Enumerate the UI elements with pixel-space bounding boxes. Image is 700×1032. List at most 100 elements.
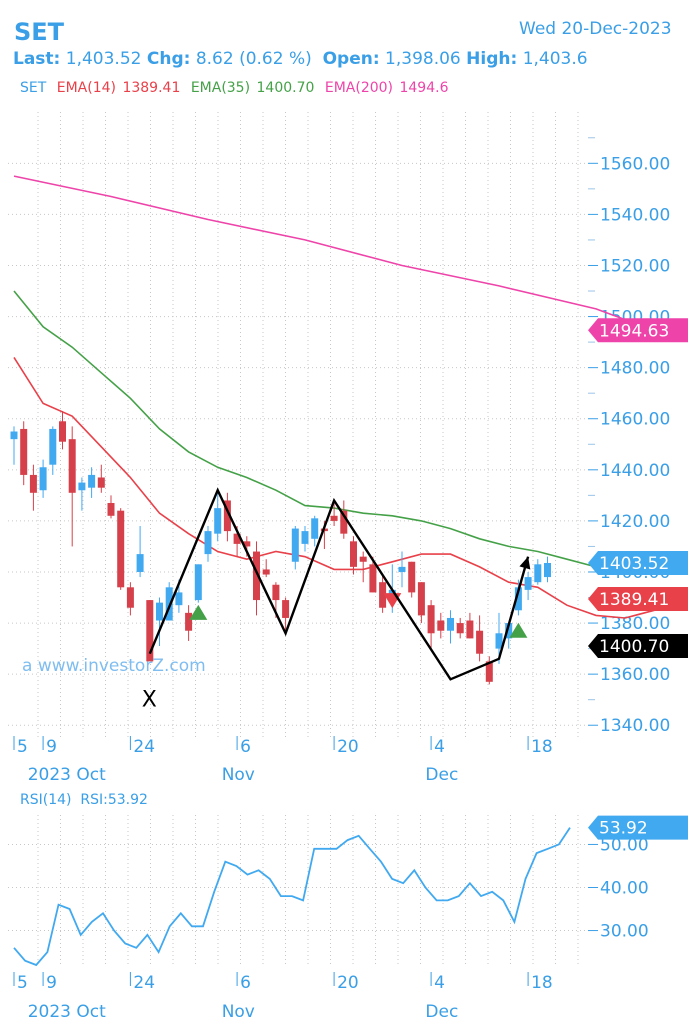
candle-body (534, 564, 542, 583)
rsi-legend: RSI(14) RSI:53.92 (20, 792, 148, 808)
candle-body (330, 515, 338, 521)
candle-body (194, 564, 202, 601)
month-label: Nov (222, 765, 255, 785)
price-tag-1400-70-bg (588, 634, 688, 659)
legend-ema14-label: EMA(14) (56, 80, 116, 96)
signal-triangle (189, 604, 208, 620)
candle-body (427, 605, 435, 634)
candle-body (388, 589, 396, 595)
rsi-ytick-label: 30.00 (600, 922, 649, 942)
candle-body (107, 503, 115, 516)
candle-body (350, 541, 357, 567)
candle-body (340, 510, 348, 534)
ytick-label: 1560.00 (600, 154, 670, 174)
rsi-xtick-label: 6 (240, 973, 251, 993)
candle-body (175, 592, 183, 606)
candle-body (485, 661, 493, 682)
zigzag-pattern-line (148, 487, 530, 681)
rsi-line (13, 827, 571, 967)
high-value: 1,403.6 (522, 49, 588, 69)
rsi-xtick-label: 20 (337, 973, 359, 993)
candle-body (10, 431, 18, 440)
rsi-legend-value: RSI:53.92 (80, 792, 148, 808)
candle-body (495, 633, 503, 649)
rsi-xtick-label: 9 (46, 973, 57, 993)
legend-ema35-label: EMA(35) (190, 80, 251, 96)
candle-body (49, 428, 57, 465)
xtick-label: 20 (337, 737, 359, 757)
ytick-label: 1360.00 (600, 665, 670, 685)
candle-body (466, 620, 474, 639)
candle-body (262, 569, 270, 575)
signal-triangle (509, 622, 528, 638)
candle-body (59, 421, 66, 442)
xtick-label: 5 (17, 737, 28, 757)
rsi-xtick-label: 4 (434, 973, 445, 993)
indicator-legend: SET EMA(14) 1389.41 EMA(35) 1400.70 EMA(… (20, 80, 454, 96)
candle-body (117, 510, 125, 588)
rsi-month-label: Nov (222, 1002, 255, 1022)
symbol-title: SET (14, 18, 65, 46)
ytick-label: 1460.00 (600, 410, 670, 430)
chg-value: 8.62 (0.62 %) (195, 49, 312, 69)
price-tag-1494-63: 1494.63 (599, 321, 669, 341)
candle-body (78, 482, 86, 491)
candle-body (185, 612, 193, 631)
xtick-label: 6 (240, 737, 251, 757)
legend-symbol: SET (20, 80, 47, 96)
open-label: Open: (322, 49, 380, 69)
candle-body (524, 577, 532, 590)
candle-body (214, 508, 222, 534)
xtick-label: 24 (133, 737, 155, 757)
candle-body (456, 623, 464, 634)
candle-body (29, 474, 37, 493)
candle-body (369, 564, 377, 593)
ema-line-ema35 (13, 290, 655, 573)
ytick-label: 1340.00 (600, 716, 670, 736)
candle-body (291, 528, 299, 562)
candle-body (68, 439, 76, 493)
candle-body (233, 533, 241, 544)
legend-ema200-value: 1494.6 (399, 80, 449, 96)
price-tag-1403-52-bg (588, 550, 688, 575)
candle-body (398, 566, 406, 572)
legend-ema200-label: EMA(200) (324, 80, 394, 96)
xtick-label: 9 (46, 737, 57, 757)
month-label: Dec (425, 765, 458, 785)
candle-body (408, 561, 416, 593)
candle-body (272, 584, 280, 601)
candle-body (447, 617, 454, 631)
rsi-month-label: 2023 Oct (28, 1002, 106, 1022)
price-tag-1403-52: 1403.52 (599, 554, 669, 574)
chart-header: SET Wed 20-Dec-2023 Last: 1,403.52 Chg: … (0, 0, 700, 110)
price-tag-1389-41: 1389.41 (599, 590, 669, 610)
quote-line: Last: 1,403.52 Chg: 8.62 (0.62 %) Open: … (13, 49, 588, 69)
candle-body (88, 474, 96, 488)
price-tag-1494-63-bg (588, 318, 688, 343)
rsi-legend-label: RSI(14) (20, 792, 72, 808)
rsi-xtick-label: 18 (531, 973, 553, 993)
ytick-label: 1540.00 (600, 205, 670, 225)
rsi-xtick-label: 24 (133, 973, 155, 993)
ytick-label: 1480.00 (600, 359, 670, 379)
x-marker: X (142, 688, 157, 713)
ytick-label: 1440.00 (600, 461, 670, 481)
candle-body (126, 587, 134, 608)
price-tag-1389-41-bg (588, 587, 688, 612)
candle-body (243, 541, 251, 547)
zigzag-arrowhead (519, 556, 531, 570)
xtick-label: 4 (434, 737, 445, 757)
candle-body (505, 623, 513, 639)
rsi-month-label: Dec (425, 1002, 458, 1022)
ema-line-ema200 (13, 175, 655, 332)
candle-body (359, 556, 367, 562)
date-label: Wed 20-Dec-2023 (519, 19, 672, 39)
high-label: High: (466, 49, 518, 69)
candle-body (544, 562, 551, 578)
rsi-ytick-label: 40.00 (600, 879, 649, 899)
last-label: Last: (13, 49, 61, 69)
candle-body (156, 602, 163, 621)
open-value: 1,398.06 (385, 49, 461, 69)
price-tag-1400-70: 1400.70 (599, 637, 669, 657)
candle-body (379, 582, 387, 608)
